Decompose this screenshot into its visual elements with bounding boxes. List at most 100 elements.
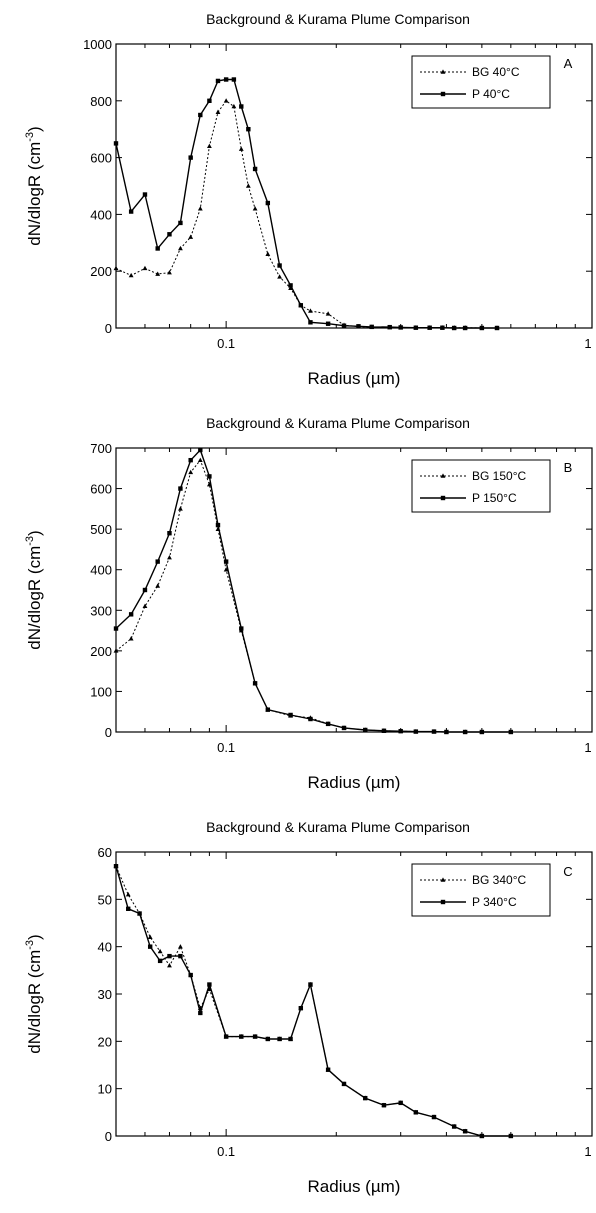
data-point-p	[239, 1034, 244, 1039]
data-point-p	[462, 729, 468, 735]
legend-box	[411, 55, 551, 109]
y-tick-label: 400	[90, 207, 112, 222]
data-point-p	[413, 729, 419, 734]
data-point-p	[308, 320, 313, 325]
y-tick-label: 300	[90, 603, 112, 618]
data-point-p	[147, 944, 153, 949]
legend-marker	[440, 877, 446, 882]
x-axis-label: Radius (µm)	[308, 369, 401, 388]
data-point-bg	[178, 506, 183, 511]
legend-marker	[440, 69, 446, 74]
data-point-p	[113, 864, 119, 869]
data-point-p	[223, 559, 229, 564]
data-point-p	[369, 324, 374, 330]
y-tick-label: 0	[105, 725, 112, 740]
data-point-p	[288, 283, 293, 288]
y-axis-label-main: dN/dlogR (cm	[25, 546, 44, 650]
y-tick-label: 600	[90, 151, 112, 166]
data-point-p	[440, 325, 445, 330]
data-point-p	[128, 209, 134, 214]
data-point-p	[223, 77, 229, 82]
data-point-p	[462, 325, 468, 331]
y-axis-label-sup: -3	[24, 536, 36, 546]
data-point-p	[444, 729, 449, 735]
chart-title: Background & Kurama Plume Comparison	[206, 415, 470, 431]
x-axis-label: Radius (µm)	[308, 1177, 401, 1196]
data-point-p	[167, 531, 172, 536]
y-axis-label-sup: -3	[24, 132, 36, 142]
data-point-p	[277, 1036, 282, 1042]
data-point-p	[252, 681, 258, 686]
x-tick-label: 0.1	[217, 740, 235, 755]
data-point-p	[198, 112, 203, 118]
chart-panel-b: Background & Kurama Plume Comparison 0 100…	[0, 404, 596, 808]
data-point-bg	[125, 892, 131, 897]
data-point-p	[298, 1006, 304, 1011]
data-point-bg	[167, 554, 172, 560]
data-point-p	[252, 166, 258, 172]
data-point-bg	[277, 274, 282, 279]
data-point-p	[431, 1114, 437, 1120]
data-point-p	[451, 1124, 457, 1129]
data-point-bg	[223, 567, 229, 572]
series-line-2	[115, 78, 497, 329]
data-point-bg	[197, 206, 203, 211]
data-point-bg	[245, 183, 251, 188]
data-point-p	[508, 729, 514, 735]
chart-svg: Background & Kurama Plume Comparison 0 10 2…	[24, 819, 593, 1196]
data-point-p	[215, 522, 221, 528]
legend-box	[411, 459, 551, 513]
data-point-bg	[155, 583, 161, 588]
y-tick-label: 0	[105, 321, 112, 336]
data-point-p	[298, 303, 304, 308]
y-axis-label-close: )	[25, 126, 44, 132]
legend-label: P 150°C	[472, 491, 517, 505]
data-point-bg	[147, 934, 153, 939]
data-point-p	[178, 953, 183, 959]
data-point-bg	[223, 98, 229, 103]
data-point-p	[431, 729, 437, 734]
data-point-p	[413, 1110, 419, 1115]
data-point-bg	[188, 234, 194, 239]
data-point-bg	[206, 143, 212, 149]
data-point-p	[381, 728, 387, 733]
legend-label: BG 40°C	[472, 65, 520, 79]
data-point-bg	[178, 245, 183, 251]
legend-box	[411, 863, 551, 917]
data-point-p	[288, 1036, 293, 1042]
data-point-p	[231, 77, 237, 82]
x-tick-label: 1	[584, 740, 591, 755]
plot-frame	[115, 447, 593, 733]
data-point-p	[198, 447, 203, 453]
data-point-p	[207, 474, 212, 479]
y-tick-label: 200	[90, 264, 112, 279]
legend-marker	[440, 473, 446, 478]
y-tick-label: 100	[90, 684, 112, 699]
y-axis-label-main: dN/dlogR (cm	[25, 142, 44, 246]
legend-marker	[440, 91, 446, 97]
data-point-p	[265, 707, 271, 712]
data-point-bg	[142, 603, 148, 609]
y-tick-label: 500	[90, 522, 112, 537]
data-point-p	[167, 953, 172, 959]
data-point-p	[363, 1095, 368, 1101]
data-point-p	[142, 587, 148, 593]
data-point-p	[128, 612, 134, 617]
data-point-p	[398, 1100, 403, 1106]
data-point-bg	[215, 109, 221, 114]
data-point-p	[494, 325, 500, 331]
data-point-p	[508, 1133, 514, 1139]
chart-svg: Background & Kurama Plume Comparison 0 200…	[24, 11, 593, 388]
data-point-bg	[128, 272, 134, 278]
data-point-p	[288, 712, 293, 718]
data-point-p	[126, 906, 131, 911]
data-point-bg	[188, 469, 194, 475]
y-tick-label: 10	[98, 1082, 112, 1097]
data-point-bg	[167, 963, 172, 968]
legend-label: BG 150°C	[472, 469, 526, 483]
data-point-bg	[238, 146, 244, 151]
panel-letter: A	[564, 56, 573, 71]
data-point-p	[207, 982, 212, 987]
data-point-p	[427, 325, 432, 330]
data-point-p	[341, 725, 347, 731]
